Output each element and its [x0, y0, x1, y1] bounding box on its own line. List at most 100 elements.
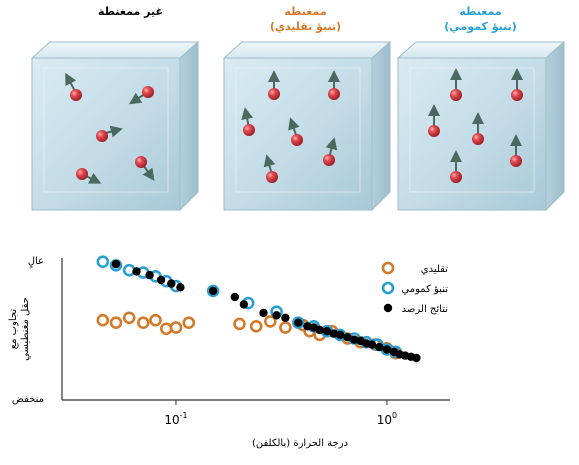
observed-point: [350, 335, 359, 344]
atom: [135, 156, 155, 181]
observed-point: [132, 267, 141, 276]
panel-title-line: ممغنطة: [459, 5, 502, 18]
legend: تقليدي تنبؤ كمومي نتائج الرصد: [381, 261, 448, 315]
prediction-point: [291, 316, 305, 329]
observed-point: [367, 340, 377, 349]
observed-point: [303, 322, 312, 331]
prediction-point: [249, 320, 263, 333]
atom: [450, 150, 462, 183]
cube-classical: [222, 40, 392, 212]
observed-point: [412, 353, 421, 363]
y-low-label: منخفض: [12, 394, 44, 405]
y-axis-label-line: حقل مغنطيسي: [20, 297, 31, 361]
cube-top-face: [30, 41, 200, 59]
atom: [450, 68, 462, 101]
series-2: [111, 259, 421, 363]
cube-quantum: [396, 40, 566, 212]
legend-label: تقليدي: [421, 264, 448, 275]
prediction-point: [137, 316, 150, 329]
observed-point: [111, 259, 121, 269]
prediction-point: [169, 321, 183, 334]
atom: [96, 125, 123, 142]
atom: [511, 68, 523, 101]
observed-point: [176, 283, 185, 292]
temperature-response-chart: عالٍ منخفض تجاوب مع حقل مغنطيسي 10-1 100 …: [8, 255, 450, 449]
x-ticks: 10-1 100: [164, 400, 397, 427]
panel-title-classical: ممغنطة (تنبؤ تقليدي): [218, 4, 393, 34]
prediction-point: [206, 284, 220, 298]
y-axis-label: تجاوب مع حقل مغنطيسي: [8, 297, 31, 361]
observed-point: [208, 286, 218, 296]
atom: [268, 70, 280, 100]
prediction-point: [96, 313, 110, 327]
prediction-point: [233, 317, 246, 331]
y-axis-label-line: تجاوب مع: [8, 309, 19, 350]
cube-side-face: [179, 40, 199, 212]
cube-unmagnetized: [30, 40, 200, 212]
legend-marker: [381, 261, 395, 275]
legend-label: نتائج الرصد: [402, 304, 448, 315]
atom: [241, 107, 255, 136]
observed-point: [294, 318, 303, 327]
panel-title-line: ممغنطة: [284, 5, 327, 18]
cube-top-face: [396, 41, 566, 59]
x-tick-label: 10-1: [164, 411, 187, 427]
atom: [472, 112, 484, 145]
cube-top-face: [222, 41, 392, 59]
atom: [428, 104, 440, 137]
prediction-point: [122, 311, 136, 325]
x-tick-label: 100: [377, 411, 397, 427]
prediction-point: [279, 321, 292, 334]
atoms-group: [428, 68, 523, 183]
cube-front-face: [397, 57, 547, 211]
observed-point: [375, 342, 384, 352]
prediction-point: [109, 316, 123, 329]
prediction-point: [149, 313, 162, 327]
panel-title-quantum: ممغنطة (تنبؤ كمومي): [393, 4, 568, 34]
atoms-group: [65, 72, 155, 184]
cube-inner-edge: [43, 67, 169, 193]
series-0: [96, 311, 403, 360]
observed-point: [272, 311, 281, 320]
atom: [510, 134, 522, 167]
observed-point: [259, 308, 268, 318]
legend-label: تنبؤ كمومي: [401, 284, 448, 295]
panel-subtitle-line: (تنبؤ تقليدي): [269, 20, 342, 33]
atoms-group: [241, 70, 340, 183]
cube-side-face: [545, 40, 565, 212]
panel-title-line: غير ممغنطة: [98, 5, 163, 18]
cube-inner-edge: [235, 67, 361, 193]
cube-side-face: [371, 40, 391, 212]
observed-point: [335, 330, 345, 340]
prediction-point: [96, 255, 110, 269]
observed-point: [167, 279, 176, 288]
atom: [128, 86, 154, 105]
observed-point: [329, 329, 338, 338]
legend-marker: [381, 281, 395, 295]
data-points: [96, 255, 421, 363]
y-high-label: عالٍ: [28, 256, 44, 269]
atom: [328, 70, 340, 100]
x-axis-label: درجة الحرارة (بالكلفن): [252, 438, 348, 449]
panel-subtitle-line: (تنبؤ كمومي): [444, 20, 517, 33]
observed-point: [382, 345, 392, 354]
observed-point: [315, 325, 324, 335]
observed-point: [156, 275, 166, 285]
observed-point: [145, 270, 154, 280]
observed-point: [230, 292, 239, 302]
panel-title-unmagnetized: غير ممغنطة: [43, 4, 218, 19]
observed-point: [322, 327, 332, 336]
atom: [263, 154, 278, 183]
cube-inner-edge: [409, 67, 535, 193]
atom: [76, 168, 102, 184]
observed-point: [239, 300, 249, 309]
atom: [288, 117, 303, 146]
prediction-point: [182, 316, 196, 329]
prediction-point: [263, 315, 277, 328]
atom: [65, 72, 82, 101]
atom: [323, 137, 338, 166]
legend-marker: [383, 303, 393, 313]
prediction-point: [160, 322, 173, 336]
observed-point: [343, 333, 352, 342]
observed-point: [281, 313, 290, 322]
